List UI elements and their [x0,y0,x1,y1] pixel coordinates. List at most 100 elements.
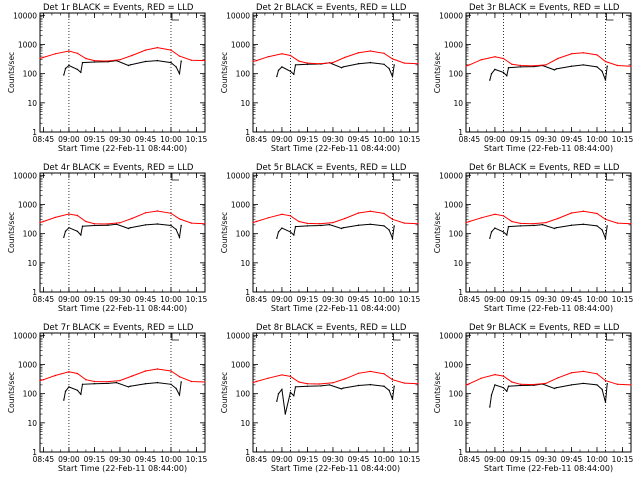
series-events-point [519,66,522,68]
series-events-point [604,79,607,81]
series-events-point [156,223,159,225]
series-events-point [582,64,585,66]
series-events-point [342,66,344,68]
y-tick-label: 10000 [13,171,37,180]
series-events-point [281,227,283,229]
y-axis-label: Counts/sec [433,212,442,253]
series-lld-point [39,57,41,60]
plot-frame [252,332,419,453]
series-events-point [606,65,608,67]
series-events-point [328,223,331,226]
x-tick-label: 09:00 [58,455,80,464]
series-events-point [340,388,343,390]
series-events-point [64,390,67,392]
series-events-point [601,229,603,231]
series-lld-point [144,49,147,51]
series-events-point [81,225,84,227]
series-lld-point [332,61,334,64]
series-lld-point [604,218,607,220]
series-lld-point [85,220,87,223]
series-events-point [342,227,344,229]
series-events-point [93,61,96,63]
series-lld-line [252,210,419,225]
x-tick-label: 09:30 [109,295,131,304]
y-tick-label: 10 [27,419,37,428]
y-tick-label: 100 [23,70,38,79]
y-tick-label: 1000 [18,40,37,49]
series-lld-point [298,381,300,383]
y-tick-label: 10000 [226,171,250,180]
series-lld-point [281,53,283,55]
bracket-mark [171,173,179,181]
y-tick-label: 10 [240,99,250,108]
series-lld-point [252,221,254,224]
series-lld-point [531,65,533,67]
series-lld-point [369,210,372,212]
series-lld-point [596,212,598,215]
series-events-point [555,387,557,389]
series-events-line [276,223,395,241]
series-events-point [320,385,322,387]
series-events-point [383,385,385,387]
y-tick-label: 10000 [439,171,463,180]
plot-frame [465,332,632,453]
series-lld-point [76,372,79,375]
x-tick-label: 09:30 [109,135,131,144]
series-events-point [507,225,510,228]
plot-frame [252,12,419,133]
x-tick-label: 09:15 [297,295,319,304]
series-lld-point [357,52,360,54]
series-lld-point [131,217,133,220]
x-tick-label: 08:45 [246,135,268,144]
plot-frame [465,172,632,293]
series-events-point [277,393,280,395]
chart-title: Det 1r BLACK = Events, RED = LLD [43,3,194,13]
y-tick-label: 1 [32,288,37,297]
series-events-point [570,384,573,386]
series-events-point [281,66,283,68]
x-tick-label: 09:45 [135,135,157,144]
series-events-point [127,64,130,67]
series-lld-point [267,56,269,58]
series-lld-point [255,380,258,383]
series-events-point [80,234,82,236]
x-tick-label: 08:45 [33,455,55,464]
series-lld-point [39,379,41,382]
series-lld-point [54,374,56,377]
series-events-point [342,387,344,389]
x-tick-label: 10:00 [160,135,182,144]
series-events-point [606,225,608,227]
series-lld-point [465,384,467,386]
series-events-line [489,64,608,81]
series-events-point [80,393,82,395]
series-lld-point [267,377,269,379]
y-tick-label: 100 [236,390,251,399]
x-tick-label: 09:00 [484,295,506,304]
series-events-point [306,385,309,387]
series-lld-point [190,222,193,224]
series-events-point [519,384,522,387]
x-tick-label: 08:45 [246,295,268,304]
series-events-point [357,63,360,65]
series-events-point [144,383,147,385]
series-events-point [64,67,67,70]
series-events-point [596,384,598,386]
series-events-point [175,387,177,390]
series-events-point [294,64,297,66]
y-tick-label: 100 [23,230,38,239]
series-events-point [178,73,181,75]
series-events-point [388,389,390,391]
series-events-point [76,230,79,232]
series-events-point [180,381,182,383]
series-lld-point [357,372,360,374]
x-tick-label: 09:15 [297,135,319,144]
series-lld-point [156,368,159,370]
series-events-point [383,63,385,65]
x-axis-label: Start Time (22-Feb-11 08:44:00) [58,144,187,153]
series-lld-point [369,50,372,52]
series-events-point [596,66,598,68]
y-axis-label: Counts/sec [433,372,442,413]
series-lld-point [255,220,258,223]
x-tick-label: 10:15 [186,135,208,144]
y-tick-label: 100 [449,230,464,239]
